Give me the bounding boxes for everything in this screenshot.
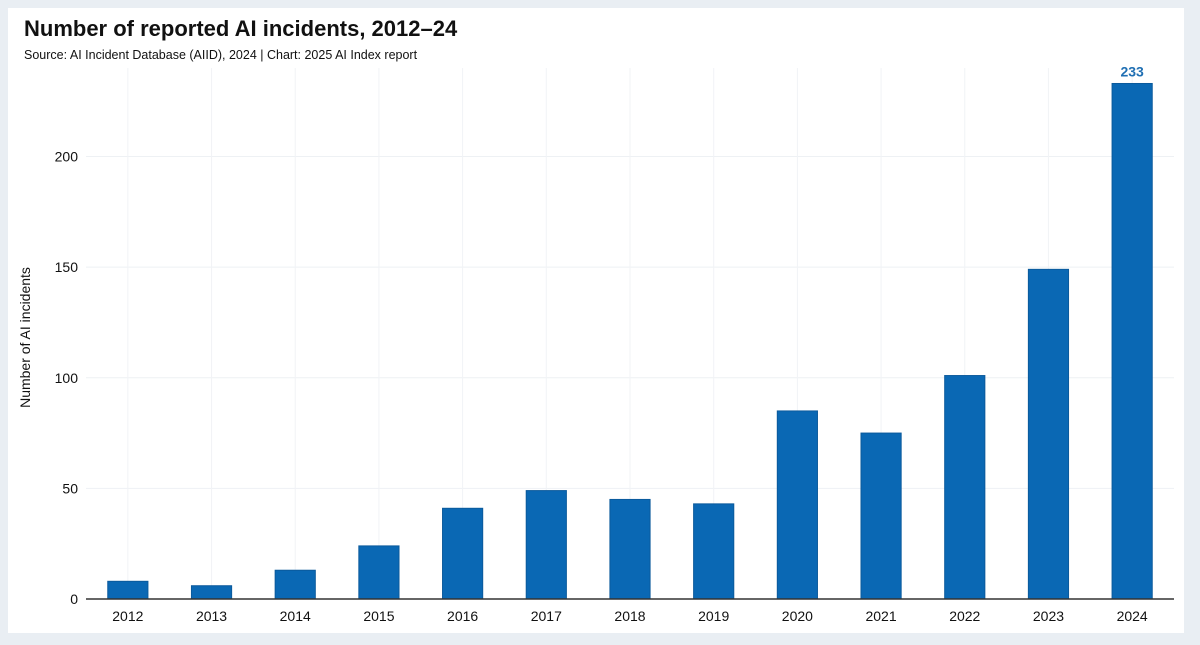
bar-2021 [860, 432, 902, 600]
bar-2019 [693, 503, 735, 600]
chart-title: Number of reported AI incidents, 2012–24 [24, 16, 458, 41]
data-label-2024: 233 [1120, 63, 1144, 79]
x-axis-ticks: 2012 2013 2014 2015 2016 2017 2018 2019 2020 2021… [112, 608, 1148, 624]
bar-2013 [190, 585, 233, 600]
bar-2017 [525, 490, 567, 600]
bars [107, 82, 1153, 600]
x-tick-label: 2023 [1033, 608, 1064, 624]
x-tick-label: 2017 [531, 608, 562, 624]
bar-2024 [1111, 82, 1153, 600]
bar-2016 [442, 507, 484, 600]
x-tick-label: 2021 [865, 608, 896, 624]
x-tick-label: 2024 [1117, 608, 1148, 624]
x-tick-label: 2014 [280, 608, 311, 624]
y-tick-label: 200 [55, 149, 79, 165]
x-tick-label: 2016 [447, 608, 478, 624]
bar-2015 [358, 545, 400, 600]
x-tick-label: 2013 [196, 608, 227, 624]
data-labels: 233 [1120, 63, 1144, 79]
y-axis-label: Number of AI incidents [17, 267, 33, 408]
x-tick-label: 2020 [782, 608, 813, 624]
y-axis-ticks: 0 50 100 150 200 [55, 149, 79, 608]
bar-2020 [776, 410, 818, 600]
x-tick-label: 2012 [112, 608, 143, 624]
x-tick-label: 2015 [363, 608, 394, 624]
y-tick-label: 50 [62, 480, 78, 496]
chart-subtitle: Source: AI Incident Database (AIID), 202… [24, 48, 418, 62]
y-tick-label: 150 [55, 259, 79, 275]
bar-2014 [274, 569, 316, 600]
bar-2022 [944, 375, 986, 600]
y-tick-label: 100 [55, 370, 79, 386]
x-tick-label: 2019 [698, 608, 729, 624]
bar-2018 [609, 498, 651, 600]
y-tick-label: 0 [70, 591, 78, 607]
x-tick-label: 2018 [614, 608, 645, 624]
bar-2012 [107, 580, 149, 600]
x-tick-label: 2022 [949, 608, 980, 624]
bar-2023 [1027, 268, 1070, 600]
chart-card: Number of reported AI incidents, 2012–24… [8, 8, 1184, 633]
